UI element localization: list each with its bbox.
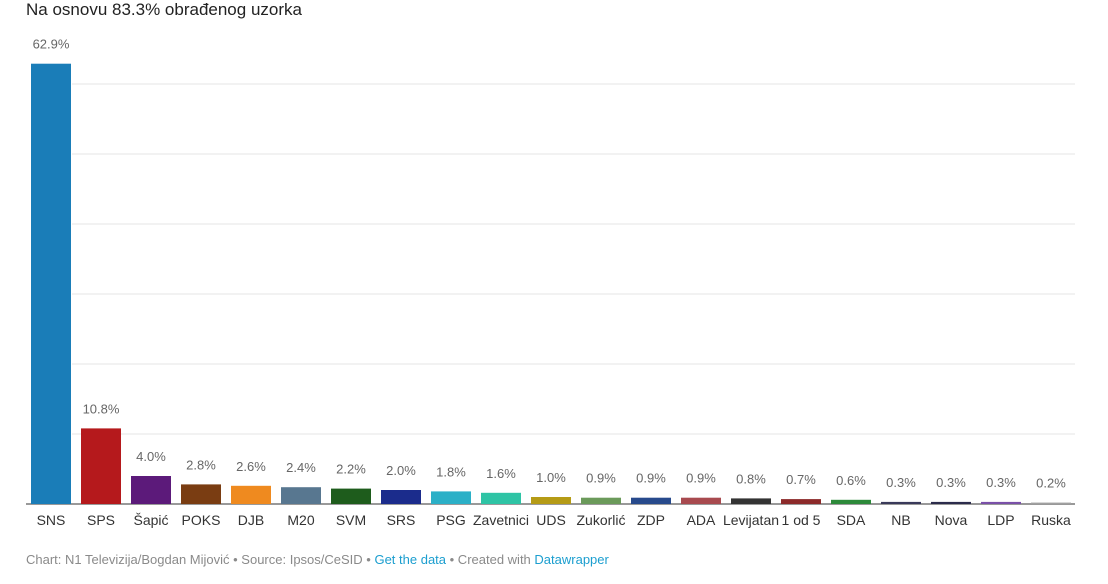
category-labels: SNS SPS Šapić POKS DJB M20 SVM SRS PSG Zavetnici U… bbox=[37, 512, 1071, 528]
bar-poks bbox=[181, 484, 221, 504]
bar-nb bbox=[881, 501, 921, 504]
category-label: NB bbox=[891, 512, 910, 528]
bar-value-label: 0.6% bbox=[836, 473, 866, 488]
get-the-data-link[interactable]: Get the data bbox=[374, 552, 447, 567]
bar-value-label: 0.3% bbox=[986, 475, 1016, 490]
bar-zavetnici bbox=[481, 492, 521, 504]
bar-value-label: 1.6% bbox=[486, 466, 516, 481]
category-label: SNS bbox=[37, 512, 66, 528]
bar-value-label: 2.4% bbox=[286, 460, 316, 475]
category-label: Šapić bbox=[133, 512, 168, 528]
category-label: UDS bbox=[536, 512, 566, 528]
bar-value-label: 4.0% bbox=[136, 449, 166, 464]
category-label: SDA bbox=[837, 512, 866, 528]
bar-value-label: 0.9% bbox=[636, 471, 666, 486]
bar-ruska bbox=[1031, 502, 1071, 504]
bars bbox=[31, 63, 1071, 504]
bar-ldp bbox=[981, 501, 1021, 504]
category-label: SPS bbox=[87, 512, 115, 528]
bar-value-label: 0.2% bbox=[1036, 476, 1066, 491]
bar-zdp bbox=[631, 497, 671, 504]
bar-value-label: 2.2% bbox=[336, 462, 366, 477]
bar-zukorlić bbox=[581, 497, 621, 504]
category-label: Ruska bbox=[1031, 512, 1071, 528]
bar-psg bbox=[431, 491, 471, 504]
category-label: LDP bbox=[987, 512, 1014, 528]
bar-levijatan bbox=[731, 498, 771, 504]
bar-value-label: 62.9% bbox=[33, 37, 70, 52]
bar-value-label: 0.9% bbox=[586, 471, 616, 486]
bar-1-od-5 bbox=[781, 499, 821, 504]
bar-uds bbox=[531, 497, 571, 504]
bar-value-label: 1.8% bbox=[436, 464, 466, 479]
gridlines bbox=[26, 83, 1075, 505]
bar-value-label: 0.7% bbox=[786, 472, 816, 487]
bar-value-label: 2.0% bbox=[386, 463, 416, 478]
bar-šapić bbox=[131, 476, 171, 504]
bar-value-label: 1.0% bbox=[536, 470, 566, 485]
category-label: SVM bbox=[336, 512, 366, 528]
bar-value-label: 0.8% bbox=[736, 471, 766, 486]
bar-sns bbox=[31, 63, 71, 504]
datawrapper-link[interactable]: Datawrapper bbox=[534, 552, 609, 567]
bar-nova bbox=[931, 501, 971, 504]
category-label: ADA bbox=[687, 512, 716, 528]
bar-djb bbox=[231, 485, 271, 504]
bar-sps bbox=[81, 428, 121, 504]
category-label: M20 bbox=[287, 512, 314, 528]
footer-credits: Chart: N1 Televizija/Bogdan Mijović • So… bbox=[26, 552, 375, 567]
bar-srs bbox=[381, 490, 421, 504]
bar-value-label: 0.3% bbox=[936, 475, 966, 490]
chart-footer: Chart: N1 Televizija/Bogdan Mijović • So… bbox=[26, 552, 609, 567]
footer-created-with: • Created with bbox=[446, 552, 535, 567]
bar-value-label: 0.3% bbox=[886, 475, 916, 490]
value-labels: 62.9% 10.8% 4.0% 2.8% 2.6% 2.4% 2.2% 2.0% 1.8% 1.… bbox=[33, 37, 1067, 491]
category-label: 1 od 5 bbox=[782, 512, 821, 528]
bar-value-label: 10.8% bbox=[83, 401, 120, 416]
category-label: Nova bbox=[935, 512, 968, 528]
bar-m20 bbox=[281, 487, 321, 504]
bar-sda bbox=[831, 499, 871, 504]
category-label: PSG bbox=[436, 512, 466, 528]
category-label: Levijatan bbox=[723, 512, 779, 528]
bar-value-label: 2.6% bbox=[236, 459, 266, 474]
category-label: DJB bbox=[238, 512, 264, 528]
category-label: SRS bbox=[387, 512, 416, 528]
category-label: Zukorlić bbox=[576, 512, 625, 528]
bar-ada bbox=[681, 497, 721, 504]
bar-svm bbox=[331, 488, 371, 504]
bar-value-label: 2.8% bbox=[186, 457, 216, 472]
category-label: Zavetnici bbox=[473, 512, 529, 528]
category-label: ZDP bbox=[637, 512, 665, 528]
bar-value-label: 0.9% bbox=[686, 471, 716, 486]
chart-subtitle: Na osnovu 83.3% obrađenog uzorka bbox=[26, 0, 302, 19]
category-label: POKS bbox=[182, 512, 221, 528]
